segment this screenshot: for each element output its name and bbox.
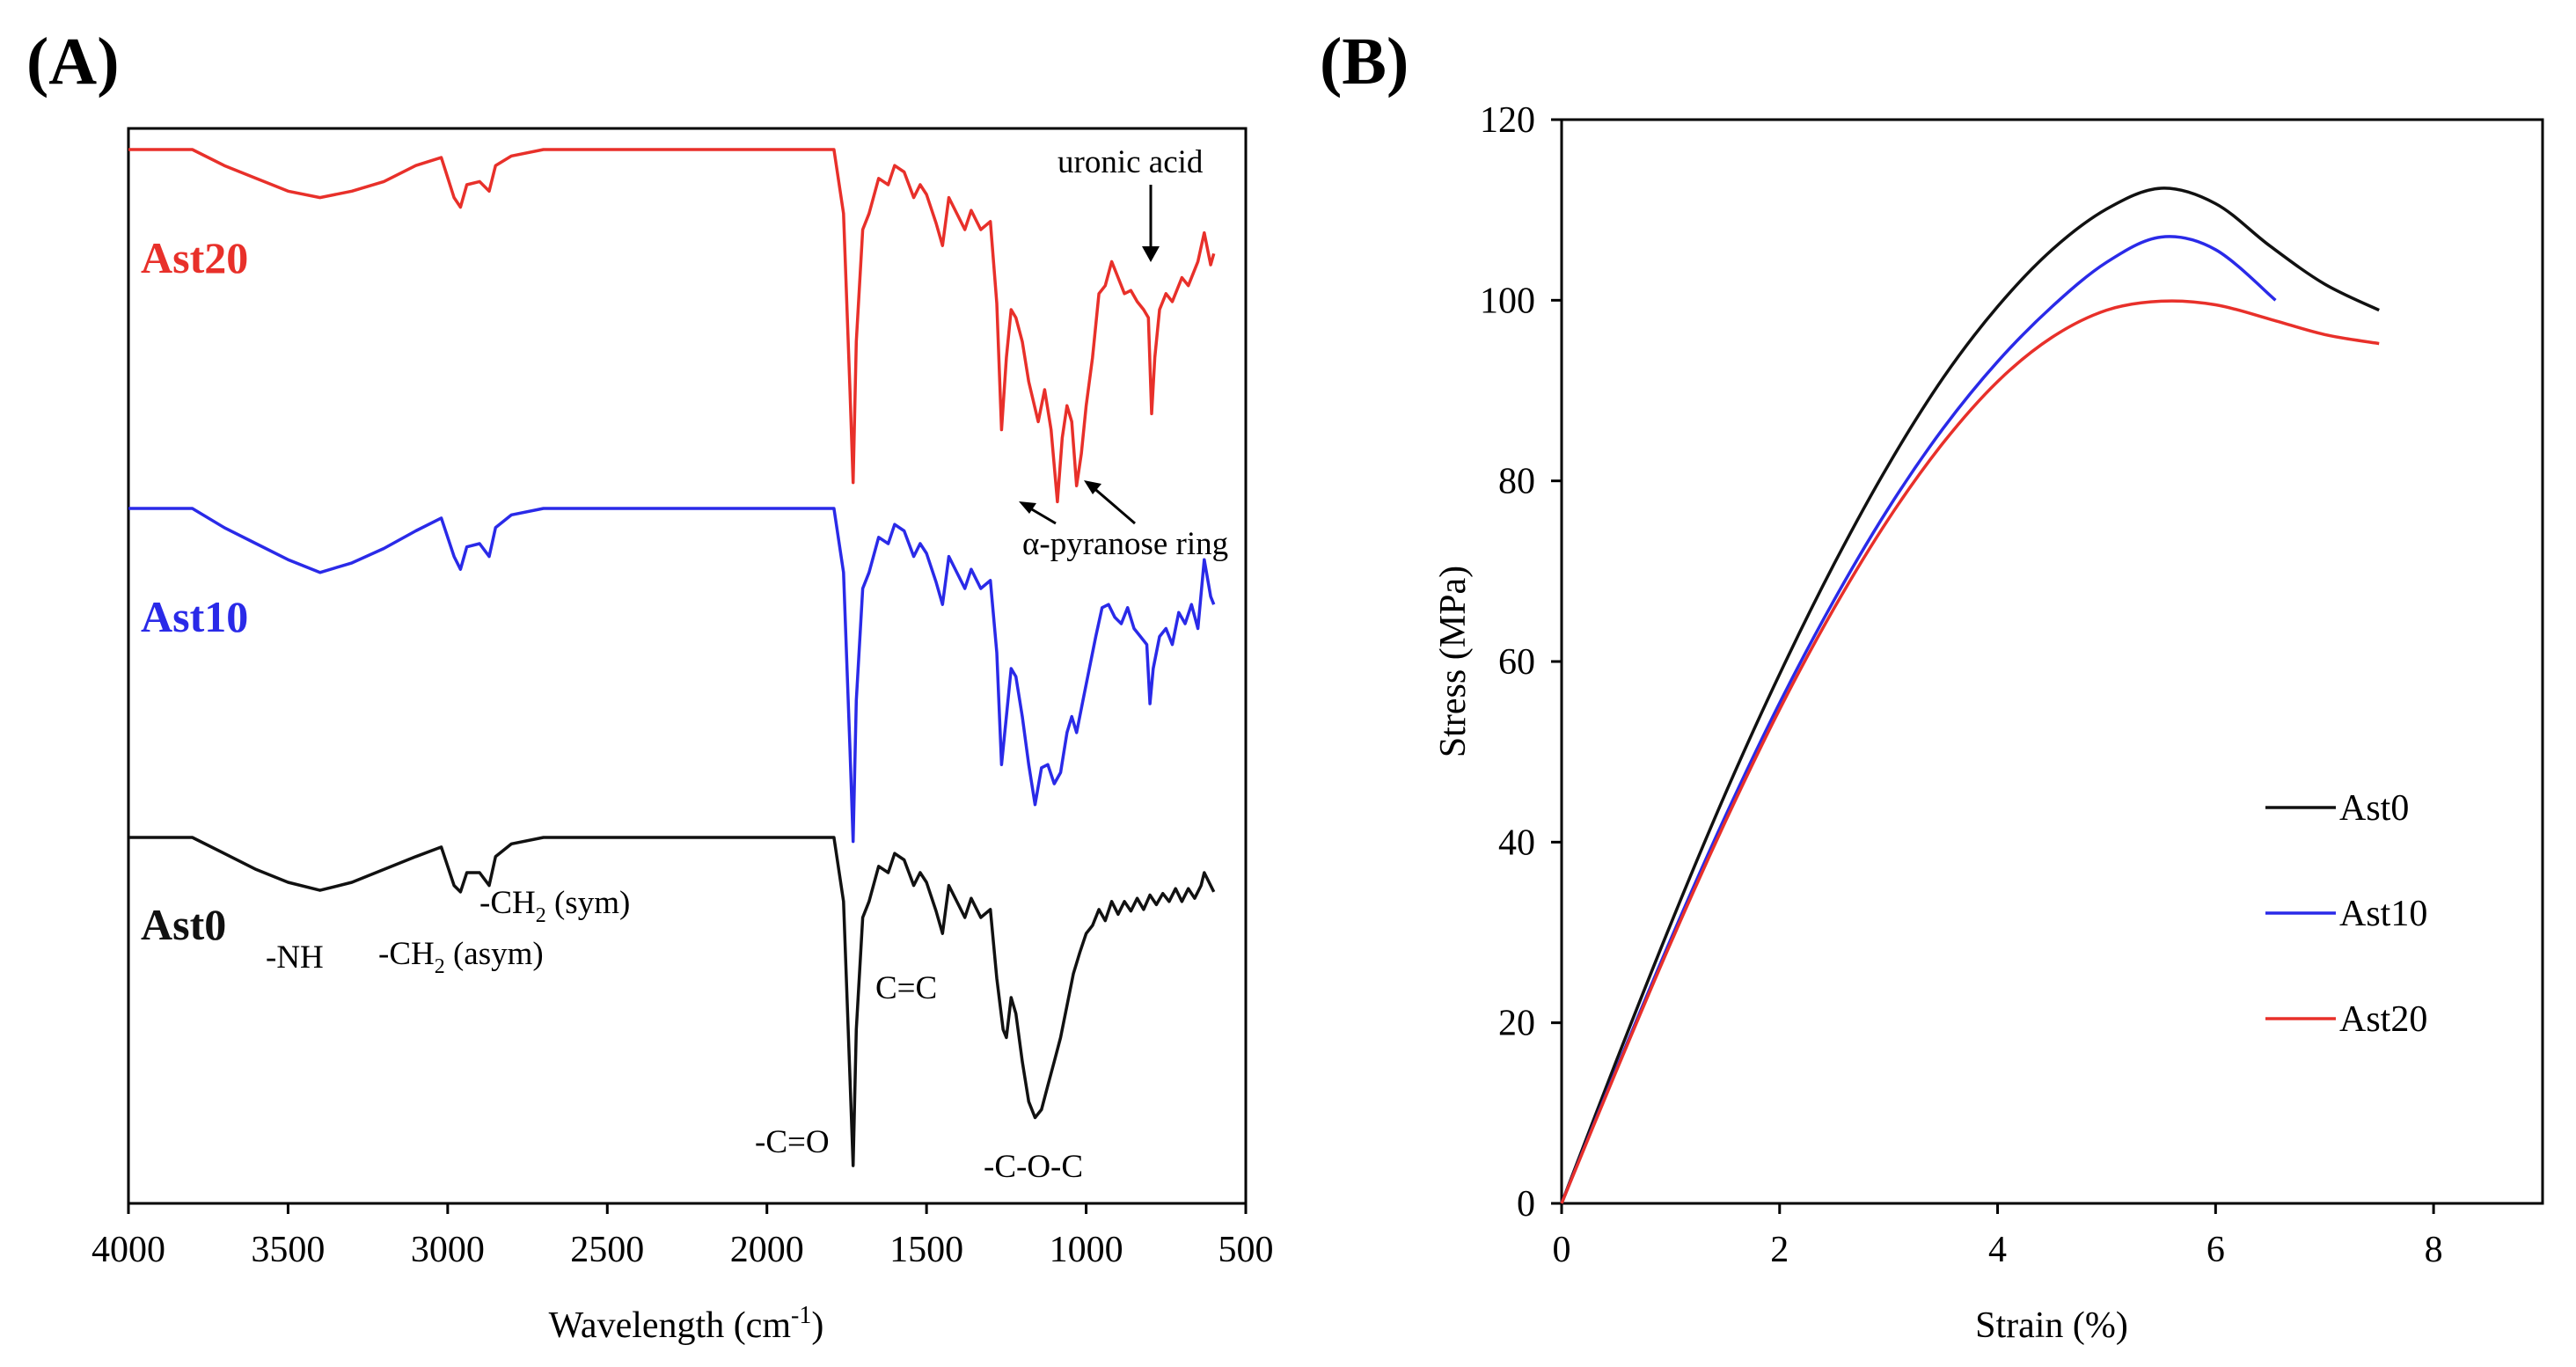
stress-legend: Ast0 Ast10 Ast20 xyxy=(2265,788,2427,1040)
panel-b-label: (B) xyxy=(1320,25,1409,99)
stress-y-tick-label: 120 xyxy=(1480,100,1535,141)
stress-y-tick-label: 100 xyxy=(1480,281,1535,321)
pyranose-arrowhead-2 xyxy=(1084,480,1101,494)
c-o-c-annotation: -C-O-C xyxy=(984,1149,1083,1185)
ftir-x-tick-label: 4000 xyxy=(91,1230,165,1270)
ftir-x-tick-label: 2500 xyxy=(570,1230,644,1270)
ftir-x-axis-title: Wavelength (cm-1) xyxy=(549,1302,824,1346)
uronic-acid-arrowhead xyxy=(1142,246,1160,262)
stress-y-tick-label: 60 xyxy=(1498,642,1535,683)
ftir-series-ast20 xyxy=(128,148,1216,504)
ast10-series-label: Ast10 xyxy=(141,592,248,641)
c-c-annotation: C=C xyxy=(875,970,937,1006)
ftir-x-tick-label: 3500 xyxy=(251,1230,325,1270)
pyranose-arrow-2 xyxy=(1090,484,1136,525)
ftir-series-ast10 xyxy=(128,507,1216,844)
stress-y-tick-label: 80 xyxy=(1498,462,1535,502)
stress-series-group xyxy=(1560,186,2380,1204)
ftir-x-axis: 4000 3500 3000 2500 2000 1500 1000 500 xyxy=(91,1203,1274,1270)
ftir-x-tick-label: 500 xyxy=(1218,1230,1274,1270)
ftir-x-tick-label: 1000 xyxy=(1050,1230,1123,1270)
ast0-series-label: Ast0 xyxy=(141,900,226,949)
ftir-x-tick-label: 2000 xyxy=(730,1230,804,1270)
stress-y-axis-title: Stress (MPa) xyxy=(1433,566,1474,757)
ftir-x-tick-label: 3000 xyxy=(411,1230,485,1270)
stress-x-tick-label: 2 xyxy=(1770,1230,1789,1270)
stress-plot-frame xyxy=(1560,118,2544,1205)
ftir-series-ast0 xyxy=(128,836,1216,1167)
stress-x-tick-label: 0 xyxy=(1553,1230,1571,1270)
stress-y-tick-label: 0 xyxy=(1517,1184,1535,1224)
ftir-x-tick-label: 1500 xyxy=(889,1230,963,1270)
ch2-asym-annotation: -CH2 (asym) xyxy=(378,936,544,978)
ftir-plot-frame xyxy=(127,127,1248,1205)
stress-x-tick-label: 4 xyxy=(1988,1230,2007,1270)
ftir-series-group xyxy=(128,148,1216,1167)
stress-series-ast0 xyxy=(1560,186,2380,1204)
stress-x-tick-label: 8 xyxy=(2425,1230,2443,1270)
pyranose-annotation: α-pyranose ring xyxy=(1022,526,1228,562)
ftir-chart: 4000 3500 3000 2500 2000 1500 1000 500 Ast20 As… xyxy=(91,127,1274,1346)
stress-x-tick-label: 6 xyxy=(2206,1230,2225,1270)
legend-label-ast10: Ast10 xyxy=(2339,894,2427,934)
stress-x-axis-title: Strain (%) xyxy=(1975,1305,2128,1346)
legend-label-ast0: Ast0 xyxy=(2339,788,2409,829)
stress-y-tick-label: 20 xyxy=(1498,1004,1535,1044)
legend-label-ast20: Ast20 xyxy=(2339,999,2427,1040)
stress-series-ast20 xyxy=(1560,299,2380,1204)
c-o-annotation: -C=O xyxy=(755,1124,830,1160)
ast20-series-label: Ast20 xyxy=(141,233,248,282)
stress-y-tick-label: 40 xyxy=(1498,822,1535,863)
ch2-sym-annotation: -CH2 (sym) xyxy=(479,885,630,927)
nh-annotation: -NH xyxy=(266,939,324,976)
uronic-acid-annotation: uronic acid xyxy=(1057,144,1204,180)
stress-series-ast10 xyxy=(1560,235,2277,1204)
panel-a-label: (A) xyxy=(26,25,120,99)
pyranose-arrowhead-1 xyxy=(1019,501,1036,514)
